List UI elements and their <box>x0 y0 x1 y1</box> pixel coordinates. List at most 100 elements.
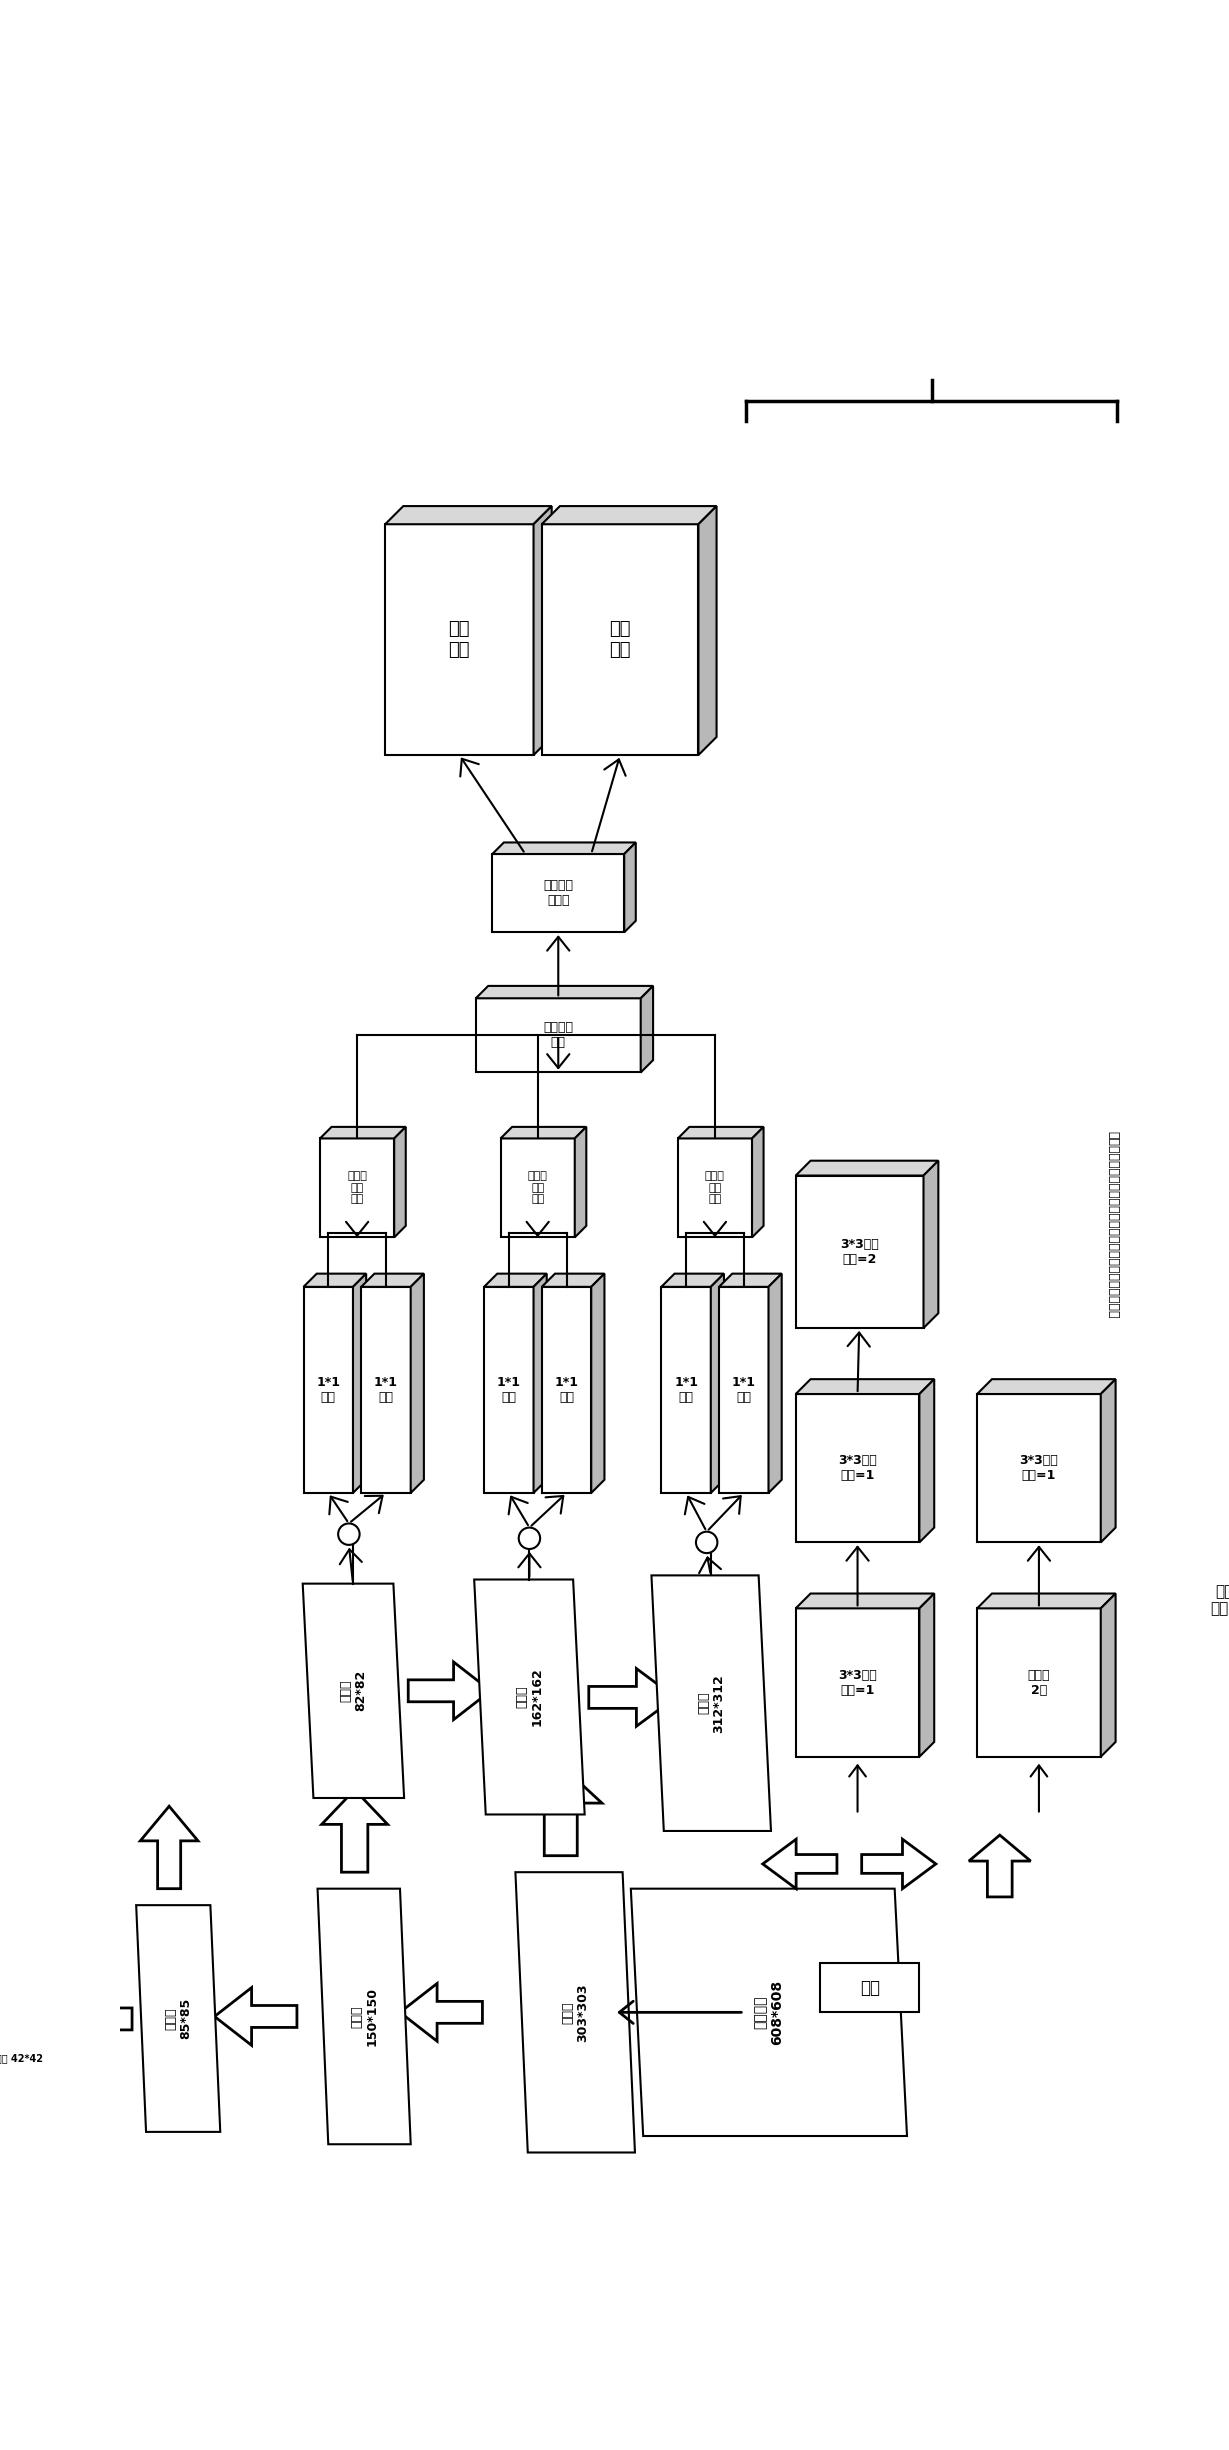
Text: 特征图
150*150: 特征图 150*150 <box>350 1987 379 2046</box>
Polygon shape <box>140 1806 198 1889</box>
Polygon shape <box>542 524 698 755</box>
Text: 非线性
激活
函数: 非线性 激活 函数 <box>347 1171 367 1205</box>
Circle shape <box>696 1531 718 1553</box>
Polygon shape <box>542 1286 591 1492</box>
Polygon shape <box>353 1274 366 1492</box>
Polygon shape <box>476 997 640 1073</box>
Polygon shape <box>661 1274 724 1286</box>
Polygon shape <box>533 1274 547 1492</box>
Polygon shape <box>719 1274 782 1286</box>
Polygon shape <box>520 1764 602 1855</box>
Polygon shape <box>385 507 552 524</box>
Text: 特征图
82*82: 特征图 82*82 <box>339 1671 367 1713</box>
Circle shape <box>519 1526 540 1548</box>
Polygon shape <box>317 1889 410 2144</box>
Polygon shape <box>923 1161 939 1328</box>
Polygon shape <box>752 1127 763 1237</box>
Polygon shape <box>408 1661 490 1720</box>
Polygon shape <box>795 1379 934 1394</box>
Text: 1*1
卷积: 1*1 卷积 <box>374 1377 398 1404</box>
Text: 3*3卷积
步长=1: 3*3卷积 步长=1 <box>838 1455 878 1482</box>
Text: 非线性
激活
函数: 非线性 激活 函数 <box>527 1171 548 1205</box>
Text: 3*3卷积
步长=2: 3*3卷积 步长=2 <box>841 1237 879 1267</box>
Text: 锚框
选择层: 锚框 选择层 <box>1211 1583 1229 1617</box>
Polygon shape <box>1159 1443 1229 1757</box>
Text: 1*1
卷积: 1*1 卷积 <box>731 1377 756 1404</box>
Polygon shape <box>304 1274 366 1286</box>
Polygon shape <box>484 1274 547 1286</box>
Polygon shape <box>304 1286 353 1492</box>
Polygon shape <box>575 1127 586 1237</box>
Text: 特征图
303*303: 特征图 303*303 <box>562 1982 589 2041</box>
Polygon shape <box>1101 1379 1116 1544</box>
Polygon shape <box>1101 1592 1116 1757</box>
Polygon shape <box>651 1575 771 1830</box>
Text: 特征融合
合并层: 特征融合 合并层 <box>543 880 573 906</box>
Polygon shape <box>515 1872 635 2154</box>
Text: 特征图
162*162: 特征图 162*162 <box>515 1668 543 1727</box>
Polygon shape <box>302 1583 404 1798</box>
Polygon shape <box>678 1127 763 1139</box>
Polygon shape <box>630 1889 907 2136</box>
Polygon shape <box>719 1286 768 1492</box>
Polygon shape <box>589 1668 676 1727</box>
Polygon shape <box>399 1985 483 2041</box>
Polygon shape <box>821 1962 919 2011</box>
Polygon shape <box>395 1127 406 1237</box>
Polygon shape <box>493 855 624 933</box>
Polygon shape <box>542 507 717 524</box>
Text: 1*1
卷积: 1*1 卷积 <box>554 1377 579 1404</box>
Polygon shape <box>768 1274 782 1492</box>
Polygon shape <box>977 1592 1116 1607</box>
Text: 特征图 42*42: 特征图 42*42 <box>0 2053 43 2063</box>
Polygon shape <box>795 1176 923 1328</box>
Polygon shape <box>474 1580 585 1815</box>
Polygon shape <box>361 1274 424 1286</box>
Text: 特征图
85*85: 特征图 85*85 <box>165 1997 192 2038</box>
Polygon shape <box>678 1139 752 1237</box>
Polygon shape <box>500 1139 575 1237</box>
Text: 反卷积
2倍: 反卷积 2倍 <box>1027 1668 1050 1695</box>
Circle shape <box>338 1524 360 1546</box>
Polygon shape <box>919 1592 934 1757</box>
Polygon shape <box>862 1840 935 1889</box>
Text: 非线性
激活
函数: 非线性 激活 函数 <box>705 1171 725 1205</box>
Text: 输入图像
608*608: 输入图像 608*608 <box>753 1980 784 2046</box>
Polygon shape <box>322 1791 387 1872</box>
Polygon shape <box>795 1394 919 1544</box>
Polygon shape <box>977 1394 1101 1544</box>
Text: 分类
结果: 分类 结果 <box>449 620 471 659</box>
Polygon shape <box>624 843 635 933</box>
Polygon shape <box>0 2046 66 2070</box>
Polygon shape <box>136 1906 220 2132</box>
Polygon shape <box>1159 1426 1229 1443</box>
Text: 特征融合
合并: 特征融合 合并 <box>543 1022 573 1049</box>
Polygon shape <box>919 1379 934 1544</box>
Polygon shape <box>763 1840 837 1889</box>
Polygon shape <box>968 1835 1031 1896</box>
Polygon shape <box>698 507 717 755</box>
Polygon shape <box>533 507 552 755</box>
Polygon shape <box>640 985 653 1073</box>
Polygon shape <box>542 1274 605 1286</box>
Polygon shape <box>795 1607 919 1757</box>
Polygon shape <box>977 1379 1116 1394</box>
Polygon shape <box>361 1286 410 1492</box>
Text: 检测
结果: 检测 结果 <box>610 620 630 659</box>
Text: 基于迁移学习的白细胞图像检测识别模型构建方法及应用: 基于迁移学习的白细胞图像检测识别模型构建方法及应用 <box>1106 1132 1120 1318</box>
Polygon shape <box>215 1987 297 2046</box>
Polygon shape <box>476 985 653 997</box>
Text: 1*1
卷积: 1*1 卷积 <box>316 1377 340 1404</box>
Polygon shape <box>795 1592 934 1607</box>
Polygon shape <box>320 1127 406 1139</box>
Polygon shape <box>320 1139 395 1237</box>
Polygon shape <box>661 1286 710 1492</box>
Text: 特征图
312*312: 特征图 312*312 <box>697 1673 725 1732</box>
Polygon shape <box>385 524 533 755</box>
Text: 任务: 任务 <box>860 1980 880 1997</box>
Polygon shape <box>977 1607 1101 1757</box>
Polygon shape <box>710 1274 724 1492</box>
Text: 3*3卷积
步长=1: 3*3卷积 步长=1 <box>838 1668 878 1695</box>
Text: 3*3卷积
步长=1: 3*3卷积 步长=1 <box>1020 1455 1058 1482</box>
Polygon shape <box>591 1274 605 1492</box>
